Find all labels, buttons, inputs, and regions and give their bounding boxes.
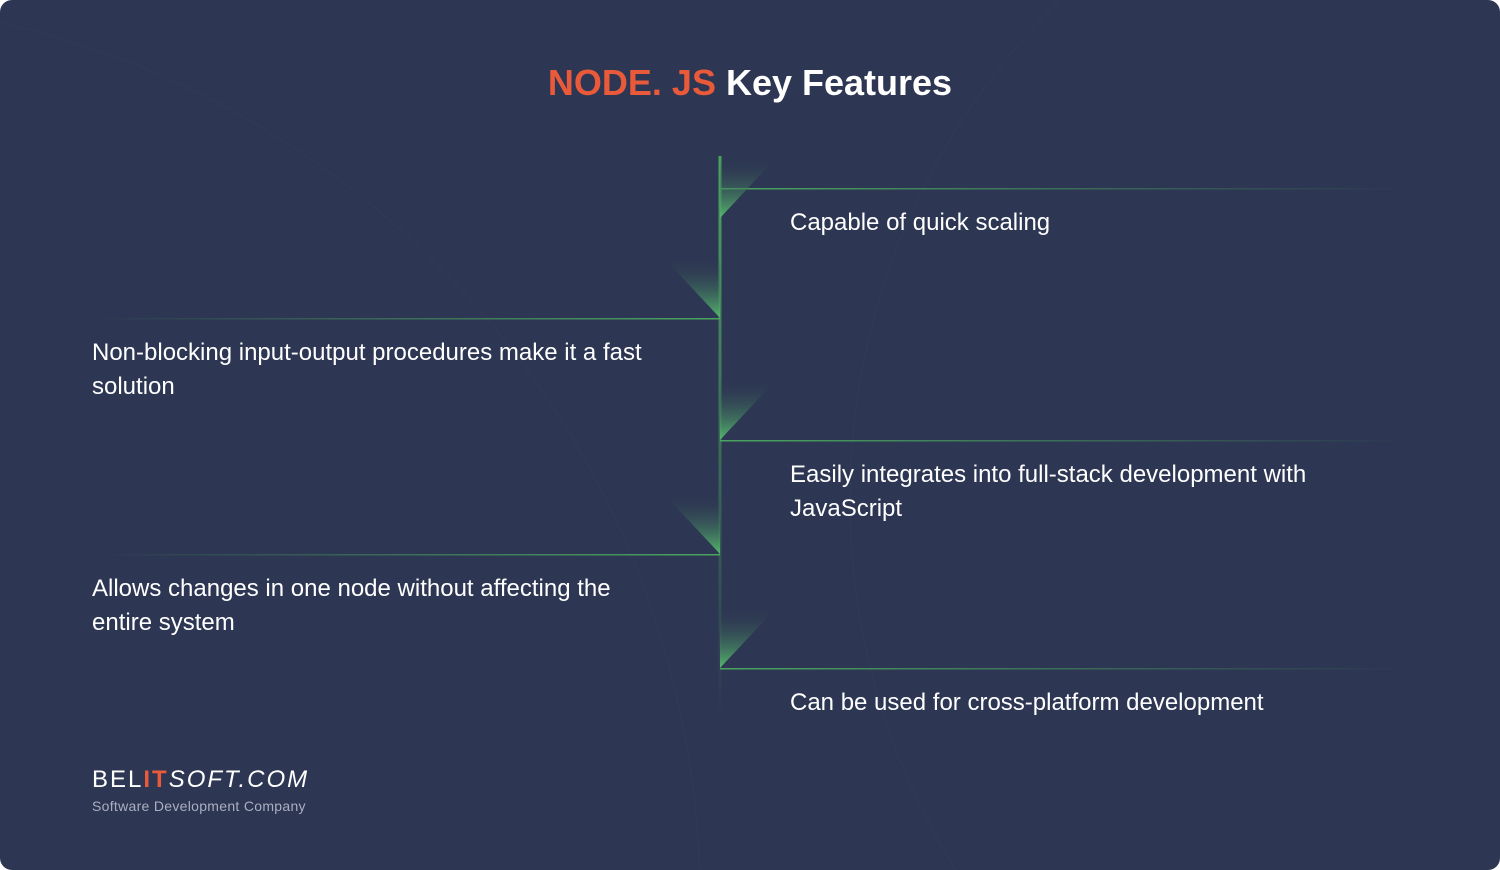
feature-text: Easily integrates into full-stack develo… [790,458,1380,525]
feature-text-layer: Capable of quick scaling Non-blocking inp… [0,0,1500,870]
brand-it: IT [143,766,168,793]
feature-text: Can be used for cross-platform developme… [790,686,1380,720]
brand-pre: BEL [92,766,143,793]
brand-wordmark: BELITSOFT.COM [92,766,309,794]
infographic-canvas: NODE. JS Key Features Capable of quick s… [0,0,1500,870]
feature-text: Non-blocking input-output procedures mak… [92,336,652,403]
brand-logo: BELITSOFT.COM Software Development Compa… [92,766,309,814]
brand-tagline: Software Development Company [92,798,309,814]
brand-post: SOFT.COM [169,766,309,793]
feature-text: Allows changes in one node without affec… [92,572,652,639]
feature-text: Capable of quick scaling [790,206,1350,240]
